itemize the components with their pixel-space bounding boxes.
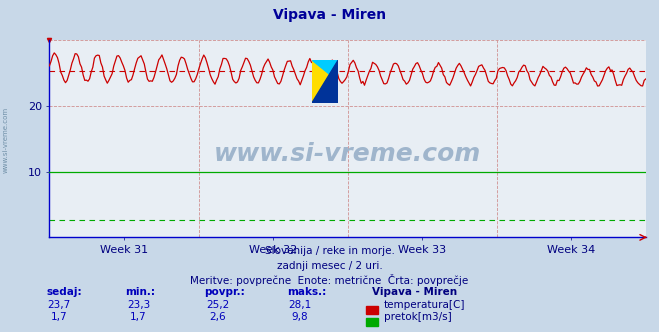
- Text: Meritve: povprečne  Enote: metrične  Črta: povprečje: Meritve: povprečne Enote: metrične Črta:…: [190, 274, 469, 286]
- Text: www.si-vreme.com: www.si-vreme.com: [214, 142, 481, 166]
- Text: povpr.:: povpr.:: [204, 288, 245, 297]
- Text: Slovenija / reke in morje.: Slovenija / reke in morje.: [264, 246, 395, 256]
- Text: 9,8: 9,8: [291, 312, 308, 322]
- Text: temperatura[C]: temperatura[C]: [384, 300, 465, 310]
- Text: 23,3: 23,3: [127, 300, 150, 310]
- Text: Vipava - Miren: Vipava - Miren: [273, 8, 386, 22]
- Text: 25,2: 25,2: [206, 300, 229, 310]
- Polygon shape: [312, 60, 339, 103]
- Text: 23,7: 23,7: [47, 300, 71, 310]
- Polygon shape: [312, 60, 339, 103]
- Text: sedaj:: sedaj:: [46, 288, 82, 297]
- Polygon shape: [312, 60, 339, 81]
- Text: 28,1: 28,1: [288, 300, 312, 310]
- Text: maks.:: maks.:: [287, 288, 326, 297]
- Text: min.:: min.:: [125, 288, 156, 297]
- Text: www.si-vreme.com: www.si-vreme.com: [2, 106, 9, 173]
- Text: 2,6: 2,6: [209, 312, 226, 322]
- Text: 1,7: 1,7: [51, 312, 68, 322]
- Text: Vipava - Miren: Vipava - Miren: [372, 288, 457, 297]
- Text: pretok[m3/s]: pretok[m3/s]: [384, 312, 451, 322]
- Text: 1,7: 1,7: [130, 312, 147, 322]
- Text: zadnji mesec / 2 uri.: zadnji mesec / 2 uri.: [277, 261, 382, 271]
